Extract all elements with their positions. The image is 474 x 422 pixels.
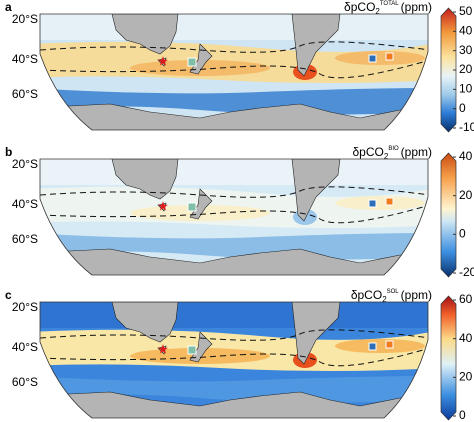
map-border [39,13,429,131]
colorbar-tick-label: 40 [459,331,473,345]
title-sub: 2 [384,152,389,161]
title-unit: (ppm) [401,288,432,302]
map [40,159,428,275]
colorbar-tick-label: 0 [459,408,466,422]
site-marker [368,342,377,351]
australia [111,302,179,343]
lat-label: 40°S [12,340,38,354]
site-marker [368,54,377,63]
north-field [40,14,428,40]
south-america [291,14,341,77]
lat-label: 20°S [12,300,38,314]
colorbar-tick-label: 20 [459,370,473,384]
lat-label: 60°S [12,232,38,246]
front [40,59,428,79]
hot-spot [335,51,425,65]
title-main: δpCO [344,0,375,14]
panel-label: b [5,145,12,159]
lat-label: 20°S [12,157,38,171]
south-band [40,88,428,115]
colorbar-tick-label: 10 [459,82,473,96]
colorbar-tick-label: 0 [459,227,466,241]
colorbar-tick-label: 40 [459,149,473,163]
colorbar-tick-label: -20 [459,265,474,279]
colorbar-tick-label: 20 [459,188,473,202]
colorbar-tick-label: 30 [459,43,473,57]
tasmania [157,202,167,212]
lat-label: 40°S [12,197,38,211]
south-band [40,376,428,403]
title-sub: 2 [382,295,387,304]
title-unit: (ppm) [401,145,432,159]
title-main: δpCO [351,288,382,302]
south-america [291,302,341,365]
north-field [40,159,428,185]
map-border [39,158,429,276]
panel: ★ 20°S 40°S 60°S b δpCO2BIO (ppm) 40 20 0 -20 [5,145,474,279]
star: ★ [157,198,169,213]
front [40,329,428,341]
colorbar-tick-label: 20 [459,62,473,76]
lat-label: 40°S [12,52,38,66]
site-marker [187,202,197,212]
site-marker [385,340,394,349]
star: ★ [157,53,169,68]
title-main: δpCO [353,145,384,159]
lat-label: 60°S [12,375,38,389]
panel-title: δpCO2SOL (ppm) [351,288,432,304]
title-sub: 2 [375,7,380,16]
title-sup: TOTAL [380,1,399,7]
panel-title: δpCO2TOTAL (ppm) [344,0,432,16]
map-border [39,301,429,419]
south-america [291,159,341,222]
panel-title: δpCO2BIO (ppm) [353,145,433,161]
north-field [40,302,428,328]
colorbar-tick-label: 60 [459,292,473,306]
colorbar-tick-label: -10 [459,120,474,134]
panel-label: c [5,288,12,302]
colorbar [440,295,457,421]
site-marker [385,197,394,206]
map [40,14,428,130]
colorbar-tick-label: 0 [459,101,466,115]
title-sup: BIO [388,146,399,152]
colorbar-tick-label: 50 [459,4,473,18]
colorbar-tick-label: 40 [459,24,473,38]
colorbar [440,152,457,278]
australia [111,159,179,200]
front [40,41,428,53]
hot-spot [335,196,425,210]
panel-label: a [5,0,12,14]
title-unit: (ppm) [401,0,432,14]
panel: ★ 20°S 40°S 60°S a δpCO2TOTAL (ppm) 50 40 30 20 10 0… [5,0,474,134]
colorbar [440,7,457,133]
hot-spot [335,339,425,353]
lat-label: 20°S [12,12,38,26]
tasmania [157,57,167,67]
panel: ★ 20°S 40°S 60°S c δpCO2SOL (ppm) 60 40 20 0 [5,288,473,422]
front [40,347,428,367]
site-marker [368,199,377,208]
site-marker [385,52,394,61]
tasmania [157,345,167,355]
site-marker [187,345,197,355]
front [40,204,428,224]
australia [111,14,179,55]
site-marker [187,57,197,67]
star: ★ [157,341,169,356]
map [40,302,428,418]
title-sup: SOL [387,289,400,295]
south-band [40,233,428,260]
lat-label: 60°S [12,87,38,101]
front [40,186,428,198]
